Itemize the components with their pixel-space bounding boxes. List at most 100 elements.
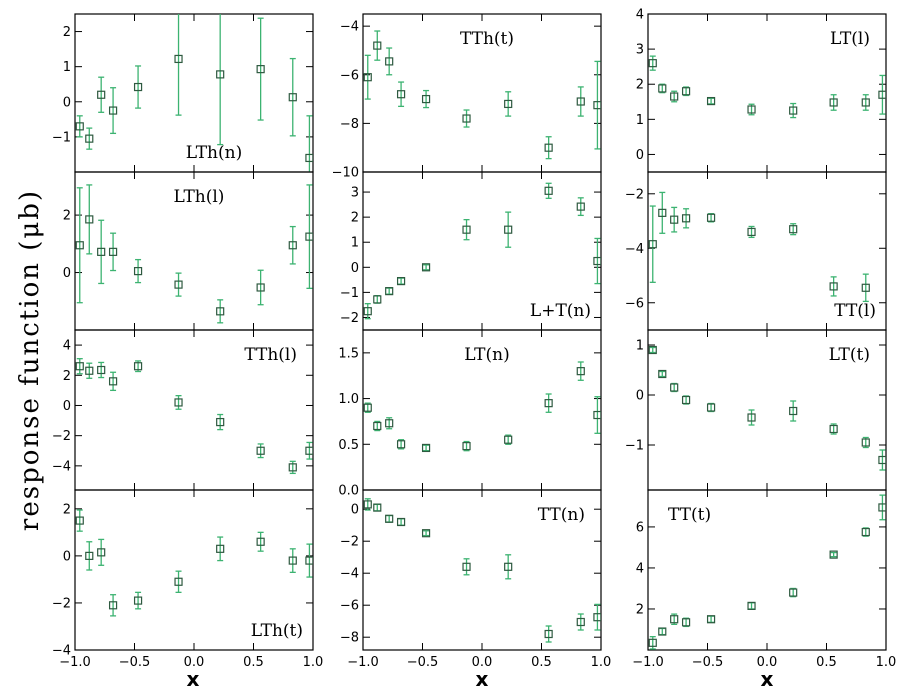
panel-label: TTh(t) bbox=[460, 29, 514, 49]
data-point bbox=[658, 84, 667, 93]
data-point bbox=[97, 548, 106, 557]
panel-grid: −1012LTh(n)−10−8−6−4TTh(t)01234LT(l)02LT… bbox=[52, 8, 897, 671]
data-point bbox=[658, 627, 667, 636]
data-point bbox=[421, 443, 431, 453]
data-point bbox=[363, 403, 372, 412]
data-point bbox=[576, 202, 585, 211]
data-point bbox=[363, 73, 372, 82]
data-point bbox=[670, 92, 679, 101]
y-tick-label: 0 bbox=[63, 266, 71, 281]
data-series bbox=[363, 498, 601, 643]
y-tick-label: 1.5 bbox=[338, 346, 359, 361]
data-point bbox=[373, 295, 382, 304]
x-axis-label-col3: x bbox=[761, 667, 774, 689]
data-point bbox=[396, 440, 406, 449]
y-tick-label: 2 bbox=[636, 602, 644, 617]
data-point bbox=[421, 94, 431, 104]
data-series bbox=[75, 14, 313, 172]
data-point bbox=[256, 537, 265, 546]
y-tick-label: 2 bbox=[63, 502, 71, 517]
data-point bbox=[174, 398, 183, 407]
data-point bbox=[256, 65, 265, 74]
data-point bbox=[861, 283, 870, 292]
data-point bbox=[363, 500, 372, 509]
data-series bbox=[75, 184, 313, 324]
data-point bbox=[385, 514, 394, 523]
y-axis-label: response function (μb) bbox=[15, 189, 45, 531]
y-tick-label: 4 bbox=[636, 8, 644, 23]
y-tick-label: 2 bbox=[63, 209, 71, 224]
data-point bbox=[97, 90, 106, 99]
data-point bbox=[363, 307, 372, 316]
data-point bbox=[396, 90, 406, 99]
data-point bbox=[593, 613, 601, 622]
y-tick-label: 0 bbox=[63, 549, 71, 564]
x-tick-label: −1.0 bbox=[59, 655, 91, 670]
y-tick-label: 0 bbox=[351, 503, 359, 518]
panel-label: LTh(t) bbox=[251, 621, 303, 641]
data-point bbox=[593, 410, 601, 420]
data-point bbox=[829, 424, 838, 434]
data-point bbox=[75, 241, 84, 250]
data-point bbox=[385, 57, 394, 66]
y-tick-label: 2 bbox=[63, 25, 71, 40]
x-tick-label: 1.0 bbox=[876, 655, 897, 670]
data-point bbox=[396, 517, 406, 527]
data-point bbox=[706, 213, 716, 222]
panel-lt-n: 0.0 0.5 1.0 1.5 LT(n) bbox=[338, 329, 602, 499]
x-tick-label: 0.0 bbox=[184, 655, 205, 670]
y-tick-label: 3 bbox=[351, 186, 359, 201]
data-point bbox=[648, 240, 657, 249]
data-point bbox=[462, 225, 471, 234]
data-point bbox=[670, 383, 679, 392]
data-point bbox=[97, 365, 106, 375]
data-point bbox=[504, 99, 513, 109]
data-series bbox=[363, 182, 601, 320]
data-series bbox=[648, 494, 886, 650]
panel-label: LT(n) bbox=[464, 345, 509, 365]
data-point bbox=[747, 601, 756, 610]
y-tick-label: −1 bbox=[625, 439, 644, 454]
y-tick-label: −2 bbox=[340, 535, 359, 550]
x-tick-label: 0.0 bbox=[472, 655, 493, 670]
y-tick-label: −2 bbox=[625, 187, 644, 202]
data-point bbox=[256, 283, 265, 292]
x-tick-label: 0.5 bbox=[816, 655, 837, 670]
data-point bbox=[108, 106, 118, 115]
data-point bbox=[576, 97, 585, 106]
data-point bbox=[75, 362, 84, 371]
data-point bbox=[681, 618, 691, 627]
data-point bbox=[216, 544, 225, 553]
x-tick-label: −1.0 bbox=[632, 655, 664, 670]
y-tick-label: 1 bbox=[63, 60, 71, 75]
y-tick-label: 1 bbox=[351, 236, 359, 251]
x-tick-label: 0.0 bbox=[757, 655, 778, 670]
y-tick-label: −6 bbox=[340, 599, 359, 614]
panel-lth-n: −1 0 1 2 LTh(n) bbox=[52, 13, 314, 173]
data-point bbox=[861, 98, 870, 107]
panel-label: LT(t) bbox=[829, 345, 870, 365]
panel-label: LT(l) bbox=[830, 29, 870, 49]
data-point bbox=[658, 208, 667, 217]
panel-tt-n: −8 −6 −4 −2 0 −1.0 −0.5 0.0 0.5 1.0 TT(n) bbox=[340, 489, 611, 670]
y-tick-label: 0 bbox=[63, 399, 71, 414]
data-point bbox=[576, 617, 585, 627]
data-point bbox=[305, 232, 313, 241]
data-point bbox=[85, 134, 94, 143]
data-point bbox=[108, 601, 118, 610]
data-point bbox=[288, 556, 297, 565]
data-point bbox=[593, 256, 601, 266]
y-tick-label: −4 bbox=[52, 644, 71, 659]
y-tick-label: 4 bbox=[63, 339, 71, 354]
data-point bbox=[681, 87, 691, 96]
y-tick-label: 3 bbox=[636, 43, 644, 58]
data-point bbox=[861, 527, 870, 537]
y-tick-label: 1 bbox=[636, 113, 644, 128]
data-point bbox=[706, 403, 716, 412]
panel-label: L+T(n) bbox=[530, 301, 591, 321]
data-point bbox=[373, 421, 382, 431]
data-point bbox=[174, 280, 183, 289]
data-point bbox=[305, 556, 313, 565]
data-point bbox=[829, 282, 838, 291]
data-point bbox=[75, 122, 84, 131]
